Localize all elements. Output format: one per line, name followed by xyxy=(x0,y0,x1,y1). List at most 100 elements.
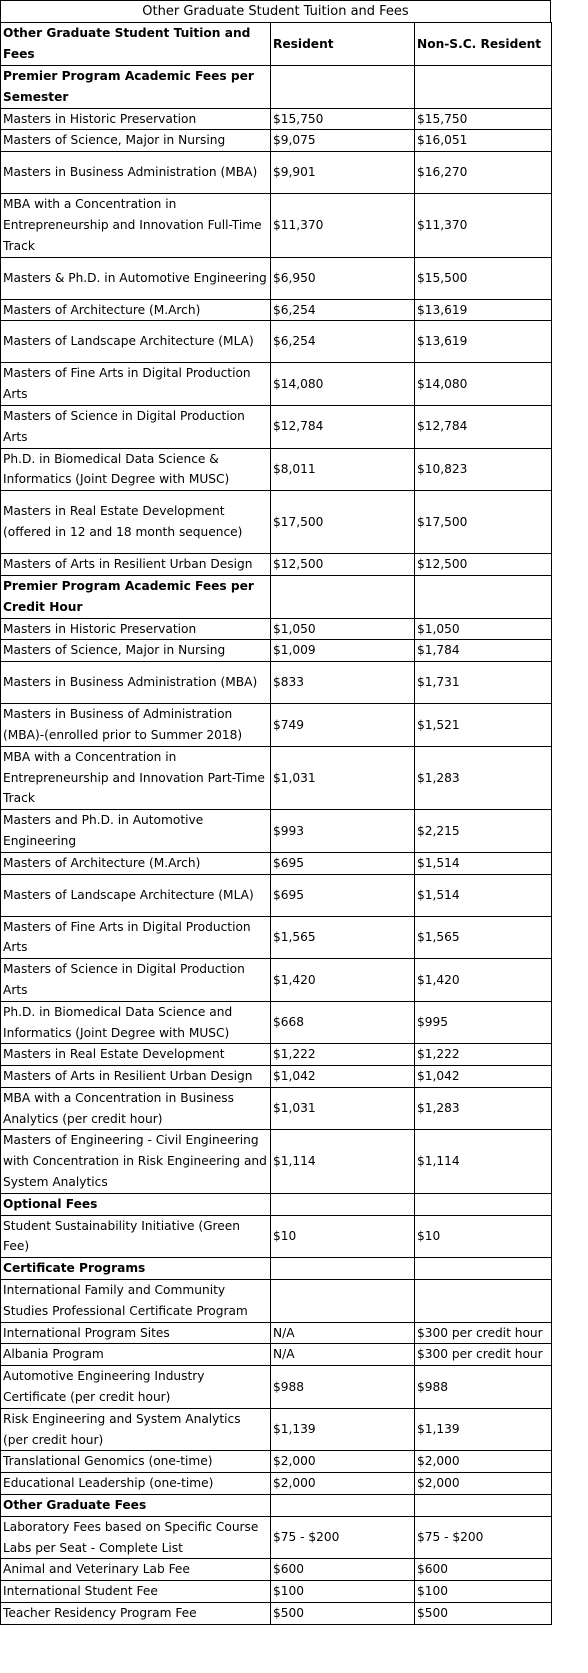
program-cell: Masters of Science, Major in Nursing xyxy=(0,639,271,663)
section-heading: Optional Fees xyxy=(0,1192,271,1216)
program-cell: Masters and Ph.D. in Automotive Engineer… xyxy=(0,809,271,853)
resident-cell: $1,042 xyxy=(270,1065,415,1088)
program-cell: Masters in Real Estate Development xyxy=(0,1043,271,1067)
resident-cell: $10 xyxy=(270,1214,415,1259)
table-row: Masters of Fine Arts in Digital Producti… xyxy=(0,362,552,406)
program-cell: MBA with a Concentration in Business Ana… xyxy=(0,1086,271,1131)
non-resident-cell: $1,139 xyxy=(414,1407,552,1452)
table-row: Albania Program N/A $300 per credit hour xyxy=(0,1343,552,1367)
non-resident-cell: $1,784 xyxy=(414,639,552,663)
non-resident-cell: $600 xyxy=(414,1558,552,1582)
non-resident-cell: $2,215 xyxy=(414,809,552,853)
non-resident-cell: $12,500 xyxy=(414,553,552,576)
resident-cell: $695 xyxy=(270,873,415,917)
table-row: Translational Genomics (one-time) $2,000 $… xyxy=(0,1450,552,1474)
resident-cell: $1,009 xyxy=(270,639,415,663)
resident-cell: $6,254 xyxy=(270,298,415,322)
program-cell: Animal and Veterinary Lab Fee xyxy=(0,1558,271,1582)
fees-document: Other Graduate Student Tuition and Fees … xyxy=(0,0,552,1625)
resident-cell: $75 - $200 xyxy=(270,1515,415,1560)
table-row: International Program Sites N/A $300 per c… xyxy=(0,1321,552,1345)
table-row: MBA with a Concentration in Business Ana… xyxy=(0,1086,552,1131)
non-resident-cell xyxy=(414,1494,552,1517)
section-heading: Premier Program Academic Fees per Semest… xyxy=(0,65,271,109)
section-heading: Certificate Programs xyxy=(0,1257,271,1281)
resident-cell: $1,222 xyxy=(270,1043,415,1067)
section-heading: Other Graduate Fees xyxy=(0,1494,271,1517)
program-cell: Ph.D. in Biomedical Data Science and Inf… xyxy=(0,1000,271,1045)
non-resident-cell xyxy=(414,1279,552,1323)
table-body: Premier Program Academic Fees per Semest… xyxy=(0,65,552,1625)
table-row: Ph.D. in Biomedical Data Science and Inf… xyxy=(0,1000,552,1045)
table-row: Masters of Engineering - Civil Engineeri… xyxy=(0,1129,552,1194)
resident-cell: $993 xyxy=(270,809,415,853)
resident-cell: $1,139 xyxy=(270,1407,415,1452)
fees-table: Other Graduate Student Tuition and Fees … xyxy=(0,22,552,1625)
resident-cell: $12,784 xyxy=(270,404,415,449)
table-row: Masters of Architecture (M.Arch) $6,254 $1… xyxy=(0,298,552,322)
non-resident-cell: $12,784 xyxy=(414,404,552,449)
non-resident-cell: $13,619 xyxy=(414,298,552,322)
program-cell: Laboratory Fees based on Specific Course… xyxy=(0,1515,271,1560)
non-resident-cell: $1,565 xyxy=(414,915,552,960)
resident-cell: $668 xyxy=(270,1000,415,1045)
non-resident-cell: $16,051 xyxy=(414,129,552,153)
table-row: Masters in Real Estate Development (offe… xyxy=(0,490,552,555)
non-resident-cell: $995 xyxy=(414,1000,552,1045)
table-row: Masters of Arts in Resilient Urban Desig… xyxy=(0,1065,552,1088)
program-cell: Masters in Historic Preservation xyxy=(0,617,271,641)
table-row: Educational Leadership (one-time) $2,000 $… xyxy=(0,1472,552,1496)
program-cell: Educational Leadership (one-time) xyxy=(0,1472,271,1496)
resident-cell: $6,254 xyxy=(270,320,415,364)
resident-cell: $988 xyxy=(270,1365,415,1409)
table-row: Masters in Business Administration (MBA)… xyxy=(0,661,552,705)
non-resident-cell: $1,283 xyxy=(414,1086,552,1131)
header-program: Other Graduate Student Tuition and Fees xyxy=(0,22,271,66)
resident-cell: N/A xyxy=(270,1321,415,1345)
resident-cell: $695 xyxy=(270,851,415,875)
resident-cell: $17,500 xyxy=(270,490,415,555)
table-row: Automotive Engineering Industry Certific… xyxy=(0,1365,552,1409)
resident-cell: $2,000 xyxy=(270,1450,415,1474)
program-cell: Masters of Arts in Resilient Urban Desig… xyxy=(0,553,271,576)
resident-cell: $9,075 xyxy=(270,129,415,153)
table-row: Risk Engineering and System Analytics (p… xyxy=(0,1407,552,1452)
program-cell: Masters in Business Administration (MBA) xyxy=(0,151,271,195)
program-cell: Student Sustainability Initiative (Green… xyxy=(0,1214,271,1259)
table-row: Masters in Business of Administration (M… xyxy=(0,703,552,747)
non-resident-cell: $1,114 xyxy=(414,1129,552,1194)
table-row: Masters of Science in Digital Production… xyxy=(0,958,552,1002)
table-caption: Other Graduate Student Tuition and Fees xyxy=(0,0,551,22)
table-row: MBA with a Concentration in Entrepreneur… xyxy=(0,193,552,258)
header-resident: Resident xyxy=(270,22,415,66)
resident-cell: $2,000 xyxy=(270,1472,415,1496)
resident-cell: $100 xyxy=(270,1580,415,1604)
non-resident-cell: $1,042 xyxy=(414,1065,552,1088)
table-row: Masters in Real Estate Development $1,222… xyxy=(0,1043,552,1067)
program-cell: Masters in Historic Preservation xyxy=(0,107,271,131)
program-cell: Masters of Science in Digital Production… xyxy=(0,958,271,1002)
section-heading: Premier Program Academic Fees per Credit… xyxy=(0,574,271,619)
program-cell: Albania Program xyxy=(0,1343,271,1367)
non-resident-cell: $10,823 xyxy=(414,447,552,492)
program-cell: MBA with a Concentration in Entrepreneur… xyxy=(0,745,271,811)
non-resident-cell: $988 xyxy=(414,1365,552,1409)
table-row: Masters of Fine Arts in Digital Producti… xyxy=(0,915,552,960)
non-resident-cell: $1,731 xyxy=(414,661,552,705)
resident-cell: $15,750 xyxy=(270,107,415,131)
non-resident-cell xyxy=(414,1192,552,1216)
table-row: Masters of Science, Major in Nursing $1,0… xyxy=(0,639,552,663)
non-resident-cell: $17,500 xyxy=(414,490,552,555)
program-cell: Automotive Engineering Industry Certific… xyxy=(0,1365,271,1409)
resident-cell: $1,565 xyxy=(270,915,415,960)
resident-cell: $9,901 xyxy=(270,151,415,195)
non-resident-cell: $1,521 xyxy=(414,703,552,747)
header-row: Other Graduate Student Tuition and Fees … xyxy=(0,22,552,66)
table-row: MBA with a Concentration in Entrepreneur… xyxy=(0,745,552,811)
non-resident-cell: $1,420 xyxy=(414,958,552,1002)
program-cell: Risk Engineering and System Analytics (p… xyxy=(0,1407,271,1452)
non-resident-cell: $75 - $200 xyxy=(414,1515,552,1560)
non-resident-cell xyxy=(414,1257,552,1281)
table-row: Masters in Historic Preservation $1,050 $1… xyxy=(0,617,552,641)
table-row: Animal and Veterinary Lab Fee $600 $600 xyxy=(0,1558,552,1582)
